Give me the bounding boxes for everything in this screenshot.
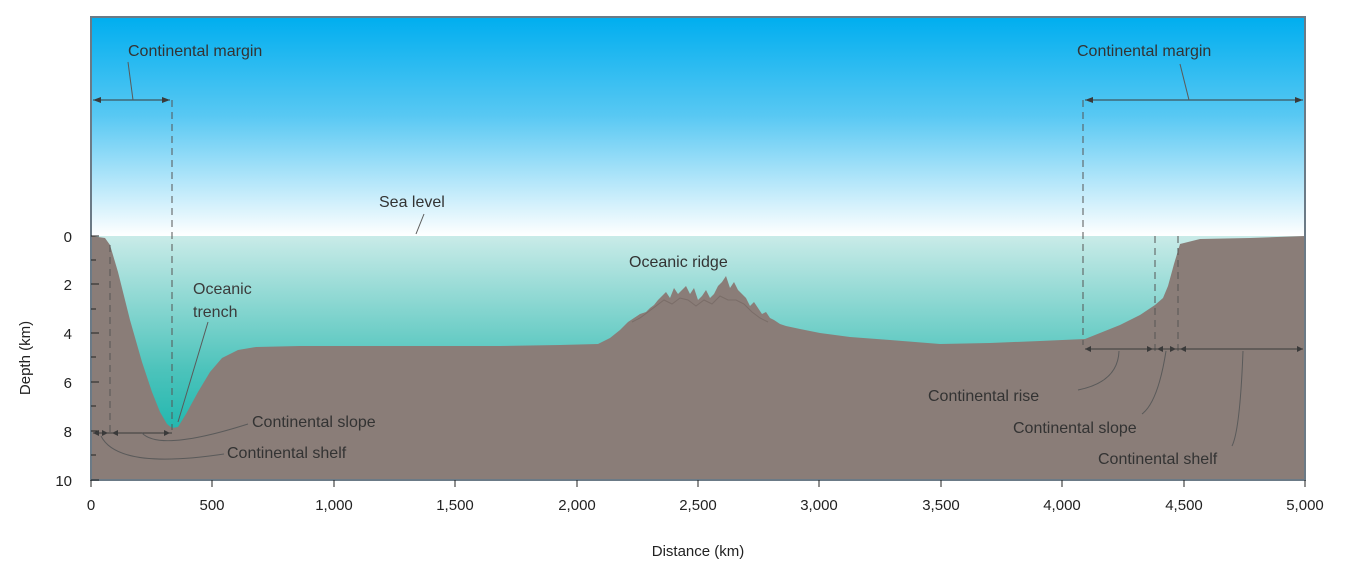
y-tick-label: 10 [55, 473, 72, 490]
x-tick-label: 5,000 [1286, 497, 1324, 514]
x-tick-label: 2,500 [679, 497, 717, 514]
x-tick-label: 0 [87, 497, 95, 514]
sea-level-label: Sea level [379, 194, 445, 211]
sky-region [91, 17, 1305, 236]
x-tick-label: 500 [199, 497, 224, 514]
x-tick-label: 3,000 [800, 497, 838, 514]
seafloor-crust [91, 236, 1305, 480]
rise-right-label: Continental rise [928, 388, 1039, 405]
shelf-left-label: Continental shelf [227, 445, 347, 462]
rise-right-leader [1077, 350, 1120, 391]
y-tick-label: 0 [64, 229, 72, 246]
shelf-right-leader [1231, 350, 1244, 447]
slope-right-leader [1141, 350, 1167, 415]
slope-right-label: Continental slope [1013, 420, 1137, 437]
oceanic-trench-label-line1: Oceanic [193, 281, 252, 298]
oceanic-trench-leader [177, 321, 209, 423]
y-axis-title: Depth (km) [17, 321, 34, 395]
margin-left-arrowheads [93, 97, 170, 103]
margin-right-label: Continental margin [1077, 43, 1211, 60]
margin-left-label: Continental margin [128, 43, 262, 60]
y-tick-label: 6 [64, 375, 72, 392]
x-tick-label: 4,000 [1043, 497, 1081, 514]
y-tick-label: 8 [64, 424, 72, 441]
x-axis [90, 480, 1306, 487]
y-tick-label: 2 [64, 277, 72, 294]
ridge-texture [631, 295, 769, 323]
margin-left-leader [127, 61, 134, 101]
x-tick-label: 1,000 [315, 497, 353, 514]
x-axis-title: Distance (km) [652, 543, 745, 560]
slope-left-leader [141, 423, 249, 442]
oceanic-ridge-label: Oceanic ridge [629, 254, 728, 271]
x-tick-label: 2,000 [558, 497, 596, 514]
x-tick-label: 4,500 [1165, 497, 1203, 514]
y-tick-labels: 0 2 4 6 8 10 [55, 229, 72, 490]
shelf-right-label: Continental shelf [1098, 451, 1218, 468]
margin-right-leader [1179, 63, 1190, 101]
x-tick-labels: 0 500 1,000 1,500 2,000 2,500 3,000 3,50… [87, 497, 1324, 514]
oceanic-trench-label-line2: trench [193, 304, 237, 321]
slope-left-label: Continental slope [252, 414, 376, 431]
shelf-left-leader [100, 435, 225, 460]
x-tick-label: 1,500 [436, 497, 474, 514]
y-tick-label: 4 [64, 326, 72, 343]
sea-level-leader [415, 213, 425, 235]
x-tick-label: 3,500 [922, 497, 960, 514]
